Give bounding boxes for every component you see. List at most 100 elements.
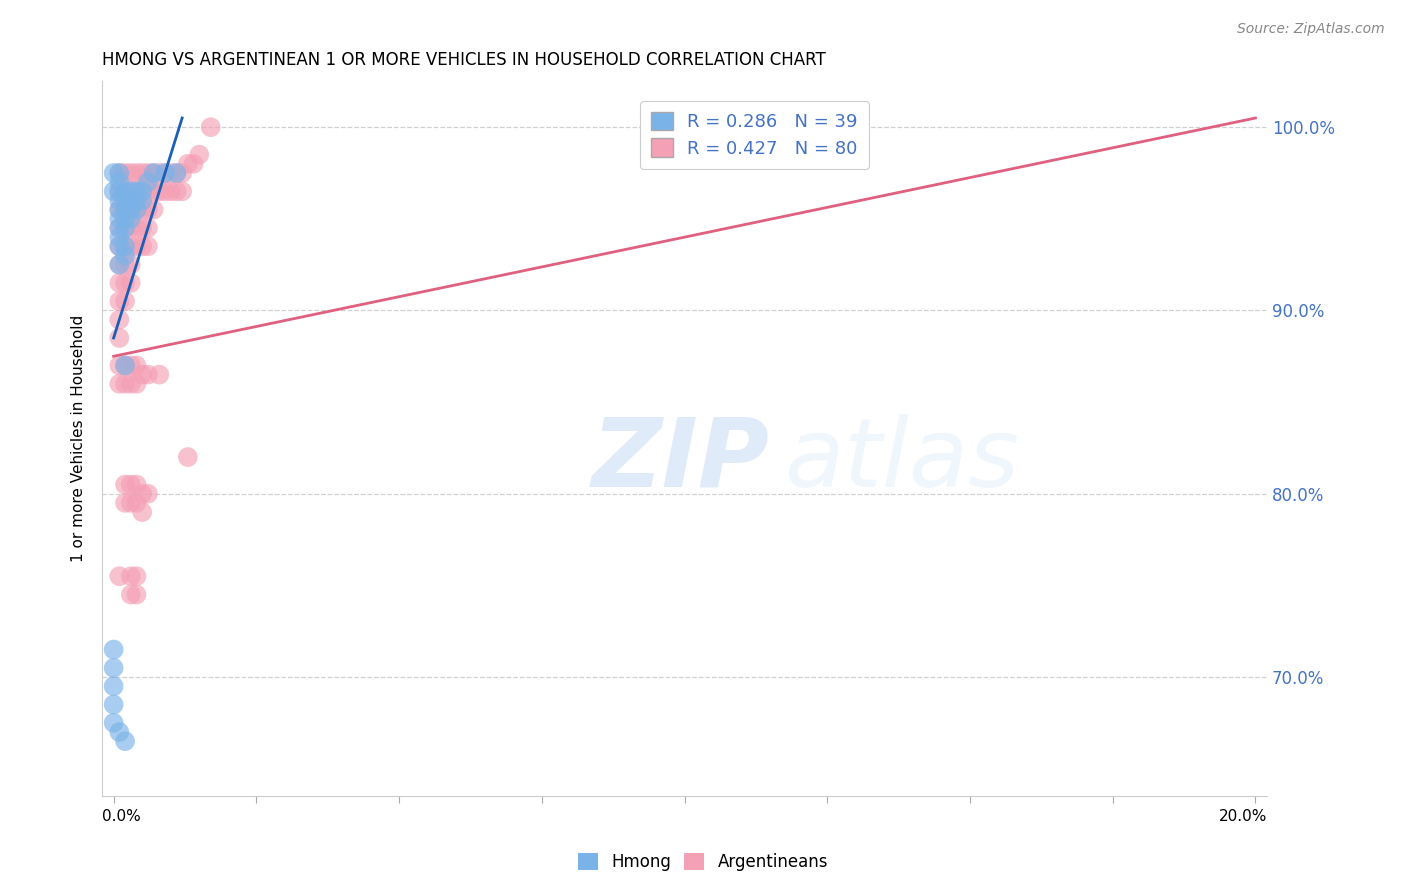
Point (125, 496, 148, 510)
Point (120, 239, 142, 253)
Point (125, 202, 148, 217)
Point (159, 166, 181, 180)
Point (120, 194, 142, 208)
Point (183, 157, 205, 171)
Point (103, 166, 125, 180)
Point (114, 477, 136, 491)
Point (136, 487, 159, 501)
Point (120, 184, 142, 198)
Point (131, 202, 153, 217)
Point (114, 734, 136, 748)
Point (120, 477, 142, 491)
Point (108, 194, 131, 208)
Point (136, 239, 159, 253)
Point (125, 184, 148, 198)
Point (114, 248, 136, 262)
Point (142, 166, 165, 180)
Point (108, 276, 131, 290)
Text: atlas: atlas (783, 414, 1018, 507)
Point (177, 450, 200, 464)
Point (114, 194, 136, 208)
Point (108, 312, 131, 326)
Point (120, 258, 142, 272)
Point (153, 166, 176, 180)
Point (108, 258, 131, 272)
Point (200, 120, 222, 135)
Point (125, 239, 148, 253)
Point (131, 184, 153, 198)
Point (108, 211, 131, 226)
Point (136, 202, 159, 217)
Point (103, 679, 125, 693)
Point (125, 569, 148, 583)
Point (131, 184, 153, 198)
Point (131, 239, 153, 253)
Point (120, 202, 142, 217)
Point (120, 376, 142, 391)
Text: 0.0%: 0.0% (103, 809, 141, 824)
Point (125, 221, 148, 235)
Text: 20.0%: 20.0% (1219, 809, 1267, 824)
Point (120, 184, 142, 198)
Point (142, 184, 165, 198)
Point (136, 166, 159, 180)
Point (108, 294, 131, 309)
Point (108, 202, 131, 217)
Point (108, 184, 131, 198)
Point (125, 194, 148, 208)
Point (153, 166, 176, 180)
Point (114, 359, 136, 373)
Text: HMONG VS ARGENTINEAN 1 OR MORE VEHICLES IN HOUSEHOLD CORRELATION CHART: HMONG VS ARGENTINEAN 1 OR MORE VEHICLES … (103, 51, 825, 69)
Point (120, 166, 142, 180)
Point (120, 359, 142, 373)
Point (108, 569, 131, 583)
Legend: R = 0.286   N = 39, R = 0.427   N = 80: R = 0.286 N = 39, R = 0.427 N = 80 (640, 101, 869, 169)
Point (125, 184, 148, 198)
Point (108, 166, 131, 180)
Point (114, 359, 136, 373)
Point (108, 166, 131, 180)
Point (131, 487, 153, 501)
Point (108, 202, 131, 217)
Point (177, 157, 200, 171)
Point (136, 175, 159, 189)
Point (103, 642, 125, 657)
Point (103, 661, 125, 675)
Point (103, 698, 125, 712)
Point (131, 166, 153, 180)
Point (172, 184, 194, 198)
Point (114, 276, 136, 290)
Point (148, 184, 170, 198)
Point (108, 359, 131, 373)
Point (108, 221, 131, 235)
Point (148, 368, 170, 382)
Point (136, 221, 159, 235)
Point (165, 184, 187, 198)
Point (114, 376, 136, 391)
Point (165, 166, 187, 180)
Point (125, 202, 148, 217)
Point (120, 221, 142, 235)
Point (114, 258, 136, 272)
Point (136, 368, 159, 382)
Text: Source: ZipAtlas.com: Source: ZipAtlas.com (1237, 22, 1385, 37)
Point (131, 221, 153, 235)
Point (108, 258, 131, 272)
Point (108, 239, 131, 253)
Point (120, 588, 142, 602)
Point (142, 166, 165, 180)
Point (108, 331, 131, 345)
Point (114, 239, 136, 253)
Point (120, 211, 142, 226)
Point (159, 184, 181, 198)
Point (153, 184, 176, 198)
Point (114, 184, 136, 198)
Point (125, 477, 148, 491)
Point (114, 239, 136, 253)
Point (125, 588, 148, 602)
Point (108, 221, 131, 235)
Point (120, 496, 142, 510)
Point (108, 175, 131, 189)
Point (136, 184, 159, 198)
Point (165, 166, 187, 180)
